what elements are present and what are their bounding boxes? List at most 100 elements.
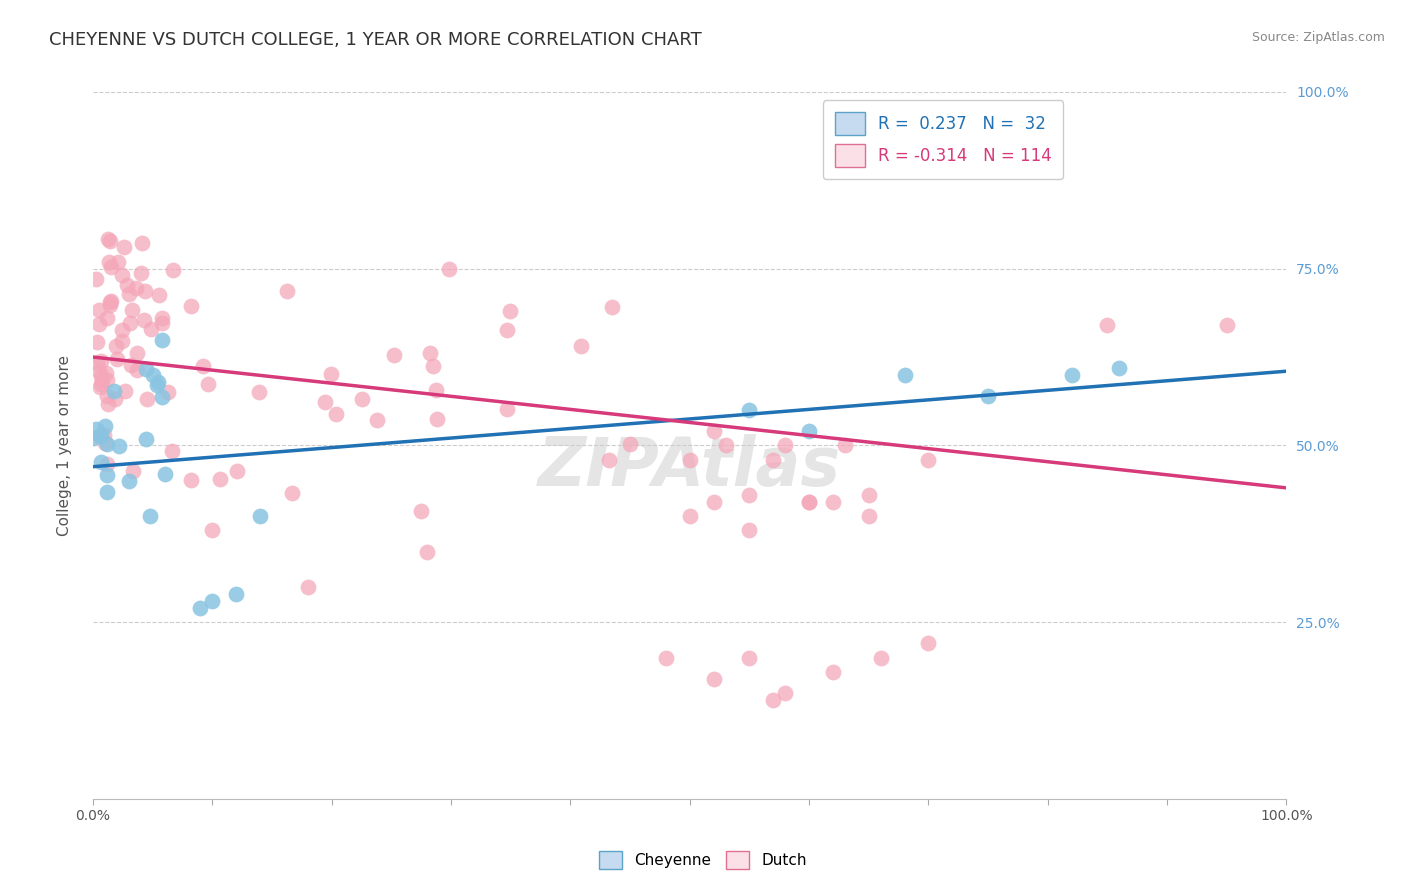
Point bbox=[569, 339, 592, 353]
Point bbox=[352, 392, 374, 406]
Point bbox=[679, 509, 702, 524]
Point bbox=[156, 384, 179, 399]
Point bbox=[98, 295, 121, 310]
Point bbox=[96, 484, 118, 499]
Point bbox=[439, 261, 461, 276]
Point bbox=[247, 384, 270, 399]
Point bbox=[714, 438, 737, 452]
Legend: Cheyenne, Dutch: Cheyenne, Dutch bbox=[593, 845, 813, 875]
Point bbox=[125, 363, 148, 377]
Point bbox=[738, 403, 761, 417]
Point bbox=[703, 672, 725, 686]
Point bbox=[96, 311, 118, 326]
Point bbox=[105, 339, 128, 353]
Point bbox=[84, 422, 107, 436]
Point bbox=[125, 281, 148, 295]
Point bbox=[249, 509, 271, 524]
Point bbox=[135, 362, 157, 376]
Point bbox=[105, 352, 128, 367]
Point bbox=[201, 524, 224, 538]
Point bbox=[110, 334, 132, 348]
Point bbox=[180, 299, 202, 313]
Point bbox=[738, 488, 761, 502]
Point bbox=[112, 240, 135, 254]
Point bbox=[90, 377, 112, 392]
Point bbox=[91, 374, 114, 388]
Point bbox=[96, 436, 118, 450]
Point bbox=[145, 377, 167, 392]
Point bbox=[141, 368, 163, 382]
Text: Source: ZipAtlas.com: Source: ZipAtlas.com bbox=[1251, 31, 1385, 45]
Point bbox=[100, 260, 122, 274]
Point bbox=[1060, 368, 1083, 382]
Point bbox=[797, 425, 820, 439]
Point bbox=[655, 650, 678, 665]
Point bbox=[135, 432, 157, 446]
Legend: R =  0.237   N =  32, R = -0.314   N = 114: R = 0.237 N = 32, R = -0.314 N = 114 bbox=[823, 100, 1063, 179]
Point bbox=[84, 272, 107, 286]
Point bbox=[135, 392, 157, 407]
Point bbox=[121, 302, 143, 317]
Point bbox=[134, 313, 156, 327]
Point bbox=[225, 587, 247, 601]
Point bbox=[834, 438, 856, 452]
Point bbox=[94, 436, 117, 450]
Point bbox=[858, 488, 880, 502]
Point bbox=[97, 232, 120, 246]
Point bbox=[422, 359, 444, 373]
Point bbox=[107, 255, 129, 269]
Point bbox=[86, 334, 108, 349]
Point bbox=[382, 347, 405, 361]
Point bbox=[98, 234, 121, 248]
Point bbox=[762, 452, 785, 467]
Point bbox=[103, 384, 125, 398]
Point bbox=[869, 650, 891, 665]
Point bbox=[319, 368, 342, 382]
Point bbox=[703, 495, 725, 509]
Point bbox=[89, 317, 111, 331]
Point bbox=[90, 353, 112, 368]
Point bbox=[738, 650, 761, 665]
Point bbox=[496, 323, 519, 337]
Point bbox=[893, 368, 915, 382]
Point bbox=[598, 452, 620, 467]
Point bbox=[89, 380, 111, 394]
Point bbox=[104, 392, 127, 407]
Point bbox=[281, 485, 304, 500]
Point bbox=[139, 509, 162, 524]
Point bbox=[419, 345, 441, 359]
Point bbox=[148, 288, 170, 302]
Point bbox=[821, 495, 844, 509]
Point bbox=[409, 503, 432, 517]
Point bbox=[297, 580, 319, 594]
Point bbox=[917, 452, 939, 467]
Point bbox=[107, 439, 129, 453]
Point bbox=[134, 284, 156, 298]
Point bbox=[150, 333, 173, 347]
Point bbox=[89, 302, 111, 317]
Point bbox=[89, 429, 111, 443]
Point bbox=[276, 284, 298, 298]
Point bbox=[98, 298, 121, 312]
Point bbox=[96, 467, 118, 482]
Point bbox=[148, 376, 170, 390]
Point bbox=[90, 427, 112, 442]
Point bbox=[797, 495, 820, 509]
Point bbox=[118, 286, 141, 301]
Point bbox=[738, 524, 761, 538]
Point bbox=[190, 601, 212, 615]
Point bbox=[600, 300, 623, 314]
Point bbox=[96, 457, 118, 471]
Point bbox=[122, 464, 145, 478]
Point bbox=[858, 509, 880, 524]
Point bbox=[100, 293, 122, 308]
Point bbox=[208, 473, 231, 487]
Point bbox=[96, 373, 118, 387]
Point bbox=[179, 473, 201, 487]
Point bbox=[120, 359, 142, 373]
Point bbox=[86, 356, 108, 370]
Point bbox=[797, 495, 820, 509]
Point bbox=[773, 686, 796, 700]
Point bbox=[1097, 318, 1119, 333]
Point bbox=[191, 359, 214, 373]
